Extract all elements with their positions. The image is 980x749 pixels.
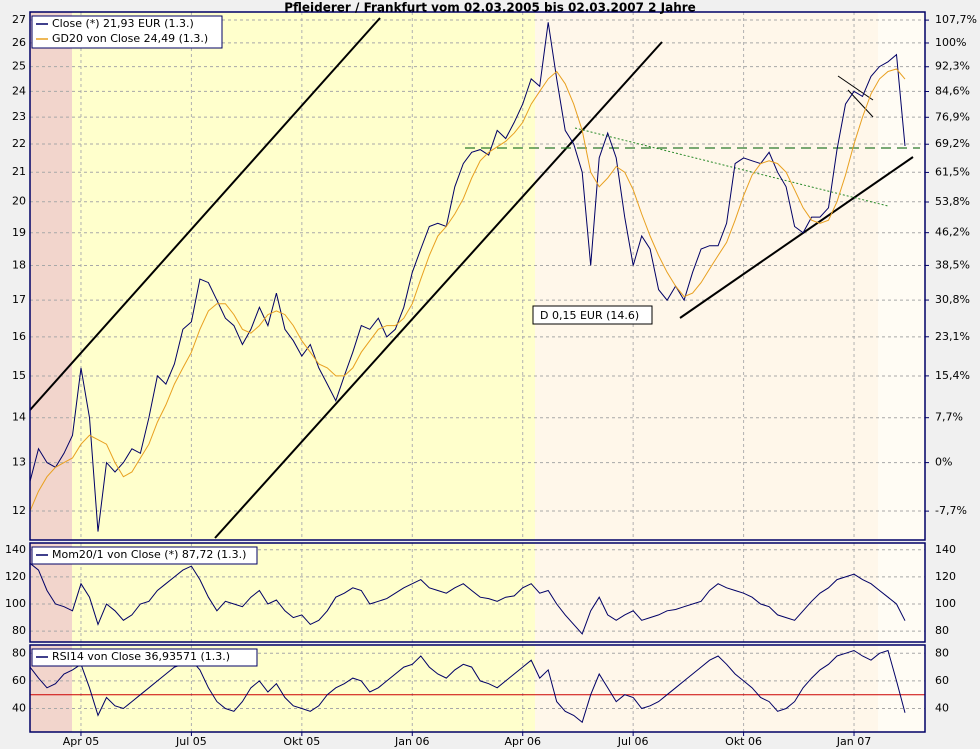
panel-frame (29, 542, 926, 643)
y-tick-label: 120 (5, 570, 26, 583)
time-zone (72, 12, 535, 540)
y-tick-label: 22 (12, 137, 26, 150)
y-tick-label: 25 (12, 60, 26, 73)
y2-tick-label: 38,5% (935, 258, 970, 271)
background (30, 12, 925, 732)
y-tick-label: 80 (12, 646, 26, 659)
y2-tick-label: 30,8% (935, 293, 970, 306)
y2-tick-label: 46,2% (935, 226, 970, 239)
time-zone (535, 543, 878, 642)
x-tick-label: Apr 05 (63, 735, 100, 748)
annotation: D 0,15 EUR (14.6) (540, 309, 639, 322)
y-tick-label: 12 (12, 504, 26, 517)
y2-tick-label: 15,4% (935, 369, 970, 382)
trend-line (214, 41, 663, 539)
x-tick-label: Jul 06 (617, 735, 649, 748)
y2-tick-label: 69,2% (935, 137, 970, 150)
y2-tick-label: 0% (935, 456, 952, 469)
y-tick-label: 100 (5, 597, 26, 610)
legend-label: Mom20/1 von Close (*) 87,72 (1.3.) (52, 548, 246, 561)
y-tick-label-right: 100 (935, 597, 956, 610)
y-tick-label: 140 (5, 543, 26, 556)
chart-title: Pfleiderer / Frankfurt vom 02.03.2005 bi… (284, 1, 696, 15)
y-tick-label: 18 (12, 259, 26, 272)
panel-frame (29, 644, 926, 733)
y-tick-label: 21 (12, 165, 26, 178)
legend-label: RSI14 von Close 36,93571 (1.3.) (52, 650, 230, 663)
x-tick-label: Apr 06 (504, 735, 541, 748)
y-tick-label: 23 (12, 110, 26, 123)
y2-tick-label: 100% (935, 36, 966, 49)
y2-tick-label: 92,3% (935, 60, 970, 73)
x-tick-label: Jul 05 (175, 735, 207, 748)
x-tick-label: Okt 06 (725, 735, 762, 748)
y-tick-label: 27 (12, 13, 26, 26)
trend-line (30, 17, 381, 411)
time-zone (878, 543, 925, 642)
legend-box (31, 546, 258, 565)
y-tick-label-right: 40 (935, 702, 949, 715)
time-zone (535, 645, 878, 732)
panel-frame (29, 11, 926, 541)
legend-label: GD20 von Close 24,49 (1.3.) (52, 32, 208, 45)
y2-tick-label: 107,7% (935, 13, 977, 26)
y-tick-label-right: 140 (935, 543, 956, 556)
y2-tick-label: 23,1% (935, 330, 970, 343)
y2-tick-label: 61,5% (935, 165, 970, 178)
y-tick-label: 15 (12, 369, 26, 382)
channel-line (837, 75, 874, 101)
y-tick-label: 26 (12, 36, 26, 49)
legend-box (31, 648, 258, 667)
y-tick-label: 40 (12, 702, 26, 715)
x-tick-label: Okt 05 (283, 735, 320, 748)
x-tick-label: Jan 06 (394, 735, 429, 748)
trend-line-dotted (574, 127, 889, 207)
y-tick-label: 14 (12, 411, 26, 424)
legend-box (31, 15, 223, 49)
y-tick-label-right: 80 (935, 646, 949, 659)
y-tick-label: 60 (12, 674, 26, 687)
y-tick-label: 19 (12, 226, 26, 239)
series (29, 22, 906, 724)
series-line (29, 562, 906, 635)
y2-tick-label: 76,9% (935, 110, 970, 123)
x-tick-label: Jan 07 (836, 735, 871, 748)
time-zone (878, 12, 925, 540)
trend-line (679, 156, 914, 319)
y2-tick-label: -7,7% (935, 504, 967, 517)
time-zone (535, 12, 878, 540)
y-tick-label: 24 (12, 84, 26, 97)
y-tick-label-right: 60 (935, 674, 949, 687)
time-zone (878, 645, 925, 732)
series-line (29, 68, 906, 512)
series-line (29, 649, 906, 724)
y-tick-label: 17 (12, 293, 26, 306)
y-tick-label: 20 (12, 195, 26, 208)
series-line (29, 22, 906, 532)
y2-tick-label: 53,8% (935, 195, 970, 208)
y-tick-label-right: 80 (935, 624, 949, 637)
y-tick-label: 80 (12, 624, 26, 637)
frames (29, 11, 926, 733)
y-tick-label-right: 120 (935, 570, 956, 583)
legend-label: Close (*) 21,93 EUR (1.3.) (52, 17, 194, 30)
y2-tick-label: 84,6% (935, 84, 970, 97)
grid: 12 13 14 15 16 17 18 19 20 21 22 23 24 25 26 27 -7,7% 0% 7… (5, 12, 977, 732)
y-tick-label: 13 (12, 456, 26, 469)
annotation-box (532, 305, 653, 325)
y2-tick-label: 7,7% (935, 411, 963, 424)
y-tick-label: 16 (12, 330, 26, 343)
legends: Close (*) 21,93 EUR (1.3.) GD20 von Close… (31, 15, 871, 748)
